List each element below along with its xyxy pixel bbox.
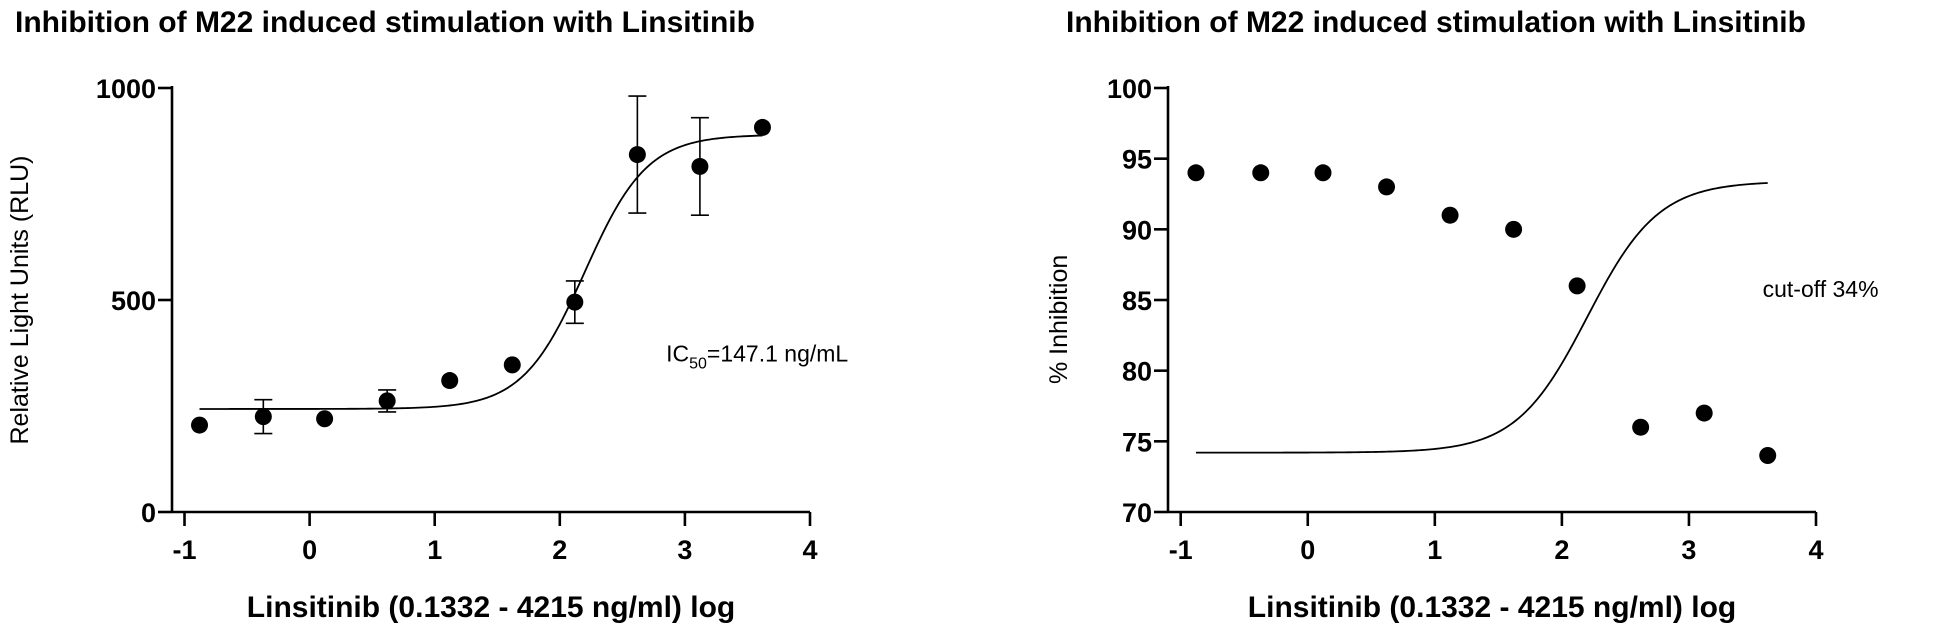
- data-point: [1632, 418, 1650, 436]
- data-point: [691, 157, 709, 175]
- x-tick-label: -1: [173, 535, 197, 565]
- chart-title: Inhibition of M22 induced stimulation wi…: [15, 6, 755, 39]
- data-point: [1314, 164, 1332, 182]
- x-tick-label: 4: [1808, 535, 1823, 565]
- y-tick-label: 100: [1107, 74, 1152, 104]
- y-tick-label: 0: [141, 498, 156, 528]
- x-axis-label: Linsitinib (0.1332 - 4215 ng/ml) log: [247, 591, 735, 624]
- annotation-prefix: IC: [666, 340, 689, 366]
- y-axis-label: Relative Light Units (RLU): [6, 156, 34, 445]
- chart-rlu: Inhibition of M22 induced stimulation wi…: [6, 6, 848, 624]
- data-point: [378, 392, 396, 410]
- y-axis-label: % Inhibition: [1045, 255, 1073, 384]
- chart-title: Inhibition of M22 induced stimulation wi…: [1066, 6, 1806, 39]
- x-tick-label: 3: [677, 535, 692, 565]
- x-tick-label: 4: [802, 535, 817, 565]
- data-point: [1378, 178, 1396, 196]
- data-point: [1187, 164, 1205, 182]
- data-point: [1252, 164, 1270, 182]
- data-point: [1759, 446, 1777, 464]
- data-point: [503, 356, 521, 374]
- data-point: [316, 410, 334, 428]
- data-point: [441, 372, 459, 390]
- data-point: [628, 146, 646, 164]
- x-tick-label: 0: [302, 535, 317, 565]
- data-point: [1505, 220, 1523, 238]
- data-point: [566, 293, 584, 311]
- annotation-suffix: =147.1 ng/mL: [707, 340, 849, 366]
- x-tick-label: 2: [552, 535, 567, 565]
- x-axis-label: Linsitinib (0.1332 - 4215 ng/ml) log: [1248, 591, 1736, 624]
- x-tick-label: 3: [1681, 535, 1696, 565]
- y-tick-label: 500: [111, 286, 156, 316]
- x-tick-label: 1: [1427, 535, 1442, 565]
- data-point: [1441, 206, 1459, 224]
- x-tick-label: 1: [427, 535, 442, 565]
- chart-percent-inhibition: Inhibition of M22 induced stimulation wi…: [1045, 6, 1879, 624]
- x-tick-label: 0: [1300, 535, 1315, 565]
- y-tick-label: 75: [1122, 427, 1152, 457]
- data-point: [1695, 404, 1713, 422]
- annotation-subscript: 50: [689, 355, 707, 372]
- annotation-text: cut-off 34%: [1763, 276, 1879, 302]
- y-tick-label: 90: [1122, 215, 1152, 245]
- data-point: [191, 416, 209, 434]
- y-tick-label: 95: [1122, 145, 1152, 175]
- y-tick-label: 70: [1122, 498, 1152, 528]
- fit-curve: [1195, 182, 1768, 454]
- x-tick-label: -1: [1169, 535, 1193, 565]
- x-tick-label: 2: [1554, 535, 1569, 565]
- fit-curve: [199, 134, 763, 410]
- y-tick-label: 85: [1122, 286, 1152, 316]
- y-tick-label: 80: [1122, 357, 1152, 387]
- data-point: [1568, 277, 1586, 295]
- y-tick-label: 1000: [96, 74, 156, 104]
- data-point: [753, 118, 771, 136]
- data-point: [254, 408, 272, 426]
- annotation-text: IC50=147.1 ng/mL: [666, 340, 848, 372]
